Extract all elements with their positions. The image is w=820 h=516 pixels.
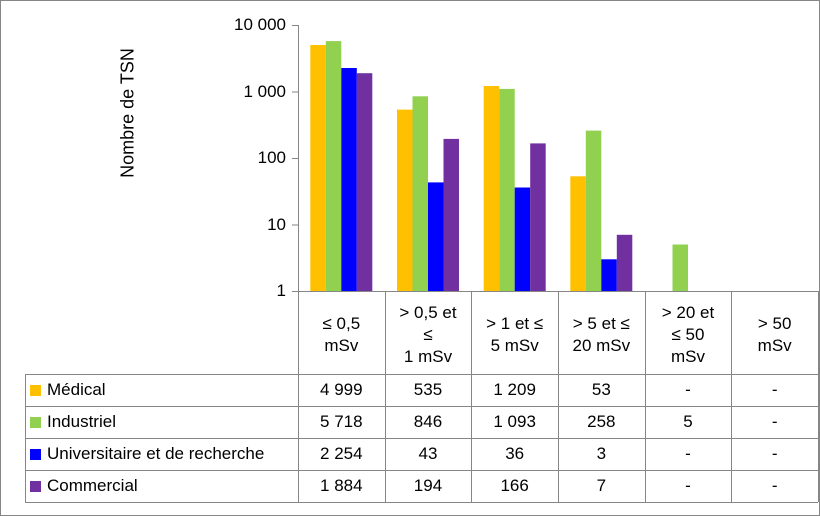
data-table-cell: 535 — [413, 380, 443, 399]
legend-label: Industriel — [47, 412, 116, 431]
legend-label: Commercial — [47, 476, 138, 495]
data-table-cell: 1 884 — [320, 476, 363, 495]
data-table-cell: - — [685, 380, 691, 399]
data-table-cell: - — [771, 380, 778, 399]
legend-entry: Commercial — [30, 470, 298, 502]
data-table-cell: 43 — [418, 444, 438, 463]
legend-entry: Industriel — [30, 406, 298, 438]
data-table-cell: 36 — [505, 444, 525, 463]
data-table-cell: 4 999 — [320, 380, 363, 399]
data-table-cell: - — [685, 444, 691, 463]
bar — [601, 259, 617, 291]
x-tick-label: > 50 mSv — [757, 314, 792, 355]
bar — [570, 176, 586, 291]
data-table-cell: - — [685, 476, 691, 495]
y-tick-label: 1 000 — [243, 81, 286, 101]
bar — [428, 182, 444, 291]
legend-swatch — [30, 480, 41, 492]
data-table-cell: - — [771, 444, 778, 463]
data-table-cell: 258 — [587, 412, 616, 431]
bar — [530, 143, 546, 291]
y-tick-label: 10 — [267, 214, 286, 234]
bar — [483, 86, 500, 291]
legend-swatch — [30, 384, 41, 396]
data-table-cell: 1 209 — [493, 380, 536, 399]
x-tick-label: > 0,5 et ≤1 mSv — [399, 303, 457, 366]
legend-entry: Universitaire et de recherche — [30, 438, 298, 470]
data-table-cell: - — [771, 476, 778, 495]
x-tick-label: ≤ 0,5 mSv — [322, 314, 361, 355]
bar — [514, 187, 531, 291]
data-table-cell: 7 — [596, 476, 607, 495]
legend-entry: Médical — [30, 374, 298, 406]
data-table-cell: 194 — [413, 476, 443, 495]
data-table-cell: 846 — [413, 412, 443, 431]
bar — [672, 244, 688, 291]
x-tick-label: > 20 et ≤ 50 mSv — [661, 303, 715, 366]
y-axis-label: Nombre de TSN — [117, 48, 138, 178]
data-table-cell: 166 — [500, 476, 529, 495]
bar — [585, 130, 602, 291]
y-tick-label: 100 — [257, 148, 286, 167]
data-table-cell: 53 — [591, 380, 611, 399]
legend-swatch — [30, 448, 41, 460]
data-table-cell: 3 — [596, 444, 607, 463]
bar — [310, 45, 326, 291]
data-table-cell: 2 254 — [320, 444, 363, 463]
bar — [616, 234, 633, 291]
bar — [499, 88, 515, 292]
x-tick-label: > 5 et ≤20 mSv — [572, 314, 631, 355]
data-table-cell: 5 — [683, 412, 693, 431]
legend-label: Médical — [47, 380, 106, 399]
bar — [356, 73, 373, 291]
bar — [412, 96, 428, 291]
bar — [397, 109, 413, 291]
legend-label: Universitaire et de recherche — [47, 444, 265, 463]
legend-swatch — [30, 416, 41, 428]
data-table-cell: 5 718 — [320, 412, 363, 431]
bar — [443, 138, 459, 291]
y-tick-label: 10 000 — [234, 15, 286, 34]
data-table-cell: - — [771, 412, 778, 431]
data-table-cell: 1 093 — [493, 412, 536, 431]
x-tick-label: > 1 et ≤5 mSv — [486, 314, 544, 355]
bar — [325, 41, 342, 291]
y-tick-label: 1 — [276, 281, 286, 300]
bar — [341, 68, 357, 291]
